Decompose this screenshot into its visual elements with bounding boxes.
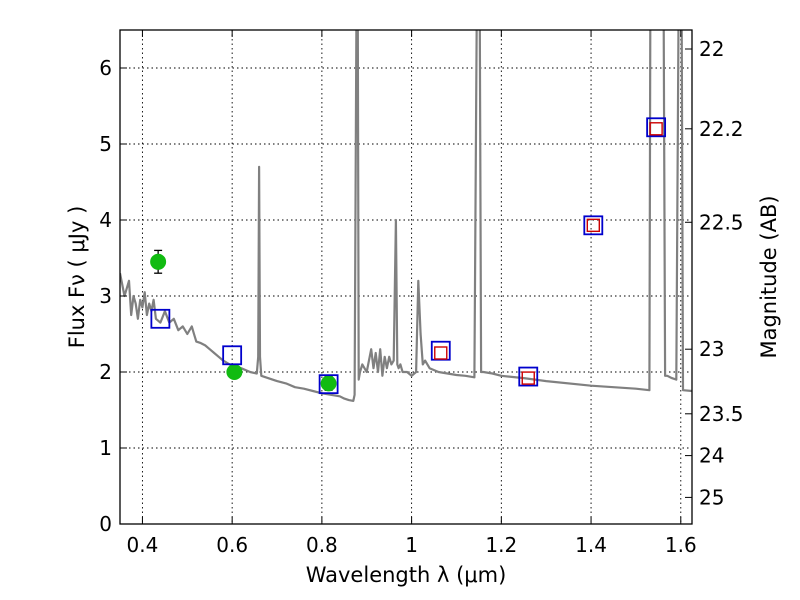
synthetic-square [434,346,448,360]
y-tick-label: 1 [99,436,112,460]
grid [120,30,692,525]
model-square [646,117,667,138]
model-square [318,374,339,395]
x-tick-label: 1.6 [665,533,697,557]
axes: 0.4 0.6 0.8 1 1.2 1.4 1.601234562222.222.52323… [99,30,744,557]
model-square [430,340,451,361]
x-tick-label: 0.6 [216,533,248,557]
right-tick-label: 23.5 [699,402,744,426]
synthetic-square [586,218,601,233]
y-tick-label: 3 [99,284,112,308]
x-tick-label: 1 [405,533,418,557]
x-axis-label: Wavelength λ (μm) [306,563,507,587]
observed-point [320,375,337,392]
y-tick-label: 4 [99,208,112,232]
right-tick-label: 22 [699,37,724,61]
synthetic-square [521,371,535,385]
right-tick-label: 23 [699,337,724,361]
x-tick-label: 1.4 [575,533,607,557]
model-square [583,215,604,236]
right-tick-label: 24 [699,444,724,468]
synthetic-square [649,122,663,136]
right-tick-label: 22.5 [699,210,744,234]
model-square [150,308,171,329]
y-tick-label: 0 [99,512,112,536]
right-tick-label: 25 [699,485,724,509]
observed-point [150,253,167,270]
observed-point [226,364,243,380]
model-square [222,345,243,366]
y-axis-label: Flux Fν ( μJy ) [65,206,89,349]
sed-line [120,30,692,402]
x-tick-label: 0.8 [306,533,338,557]
model-square [518,366,539,387]
y-tick-label: 6 [99,56,112,80]
y-tick-label: 2 [99,360,112,384]
right-tick-label: 22.2 [699,117,744,141]
plot-frame [119,29,693,525]
plot-area [120,30,692,402]
right-axis-label: Magnitude (AB) [757,195,781,358]
x-tick-label: 0.4 [127,533,159,557]
y-tick-label: 5 [99,132,112,156]
x-tick-label: 1.2 [485,533,517,557]
